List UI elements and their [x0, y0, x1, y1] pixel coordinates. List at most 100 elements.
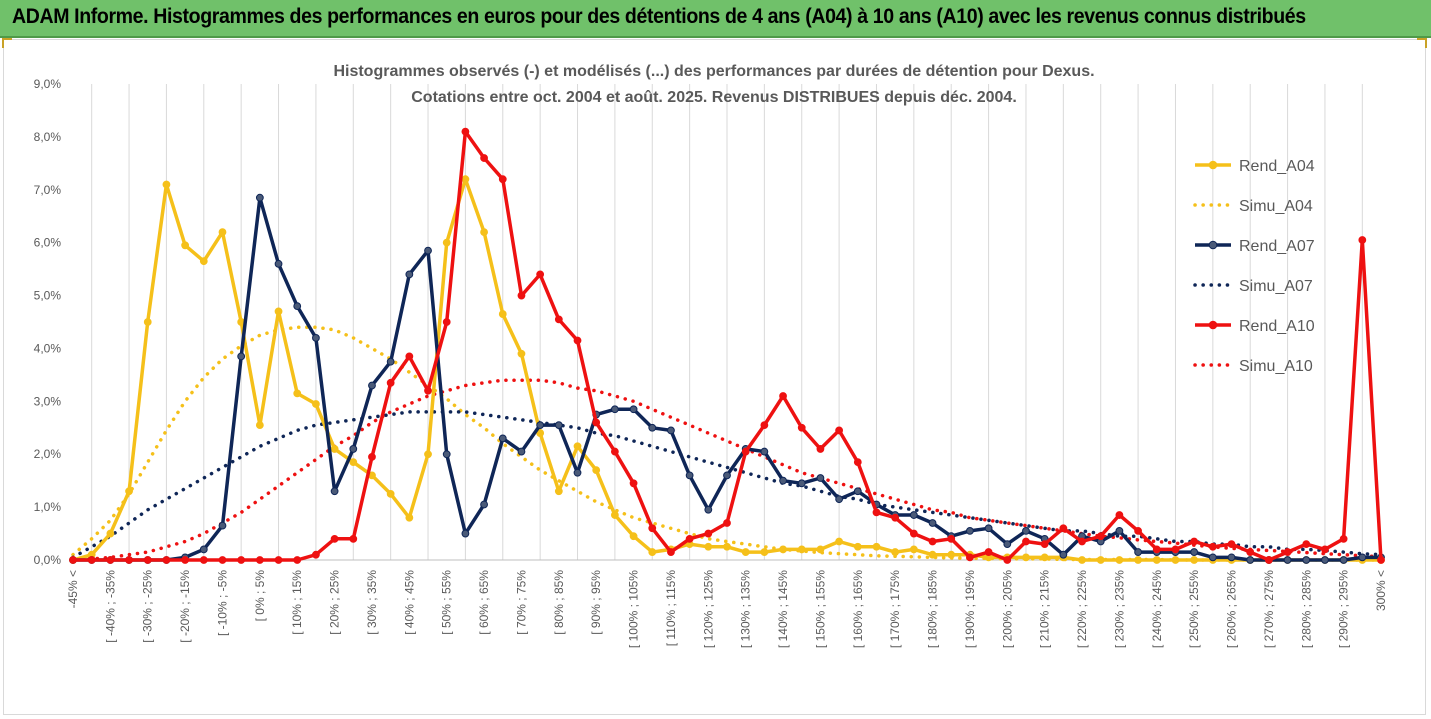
y-tick-label: 6,0%: [34, 236, 62, 250]
data-point: [685, 534, 694, 543]
data-point: [966, 553, 974, 562]
data-point: [891, 513, 900, 522]
data-point: [648, 548, 657, 556]
data-point: [349, 445, 358, 453]
x-tick-label: [ 230% ; 235%: [1112, 570, 1126, 648]
data-point: [181, 241, 190, 250]
y-axis: 0,0% 1,0% 2,0% 3,0% 4,0% 5,0% 6,0% 7,0% 8,0% 9,0%: [34, 77, 62, 567]
x-tick-label: [ 250% ; 255%: [1187, 570, 1201, 648]
data-point: [312, 400, 320, 408]
x-tick-label: [ 70% ; 75%: [514, 570, 528, 635]
data-point: [760, 447, 769, 456]
x-tick-label: [ 10% ; 15%: [290, 570, 304, 635]
data-point: [1339, 534, 1348, 543]
data-point: [1246, 556, 1255, 564]
data-point: [741, 548, 750, 556]
data-point: [405, 270, 414, 279]
legend-item-simu_a07: Simu_A07: [1193, 278, 1313, 295]
x-tick-label: [ 130% ; 135%: [739, 570, 753, 648]
data-point: [1152, 556, 1161, 564]
data-point: [255, 421, 264, 430]
chart-title: Histogrammes observés (-) et modélisés (…: [333, 63, 1094, 106]
data-point: [909, 545, 918, 554]
data-point: [1096, 556, 1105, 564]
data-point: [125, 487, 133, 496]
data-point: [610, 447, 619, 456]
x-tick-label: [ 260% ; 265%: [1225, 570, 1239, 648]
data-point: [629, 405, 638, 414]
x-tick-label: [ -40% ; -35%: [103, 570, 117, 643]
data-point: [1377, 556, 1385, 564]
data-point: [704, 529, 713, 538]
data-point: [1321, 545, 1329, 554]
data-point: [293, 389, 302, 398]
x-tick-label: 300% <: [1374, 570, 1388, 611]
data-point: [928, 537, 937, 546]
data-point: [69, 556, 77, 564]
data-point: [125, 556, 133, 564]
data-point: [984, 548, 993, 556]
x-tick-label: [ 190% ; 195%: [963, 570, 977, 648]
report-banner: ADAM Informe. Histogrammes des performan…: [0, 0, 1431, 38]
data-point: [1022, 553, 1030, 562]
data-point: [1078, 556, 1086, 564]
data-point: [872, 542, 881, 551]
data-point: [498, 175, 507, 184]
x-tick-label: [ 140% ; 145%: [776, 570, 790, 648]
x-tick-label: [ 90% ; 95%: [589, 570, 603, 635]
legend-item-rend_a04: Rend_A04: [1195, 158, 1315, 175]
data-point: [368, 381, 376, 390]
data-point: [480, 154, 488, 162]
x-tick-label: [ 280% ; 285%: [1299, 570, 1313, 648]
data-point: [723, 542, 731, 551]
y-tick-label: 5,0%: [34, 289, 62, 303]
legend-label: Simu_A10: [1239, 358, 1313, 375]
x-tick-label: [ 220% ; 225%: [1075, 570, 1089, 648]
data-point: [723, 519, 731, 527]
data-point: [1302, 556, 1311, 564]
data-point: [1283, 548, 1292, 556]
data-point: [928, 550, 937, 559]
data-point: [1078, 537, 1086, 546]
data-point: [274, 259, 283, 268]
data-point: [629, 532, 638, 541]
data-point: [386, 357, 395, 366]
chart-title-line: Cotations entre oct. 2004 et août. 2025.…: [411, 89, 1017, 106]
data-point: [573, 442, 582, 451]
grid-lines: [73, 84, 1385, 561]
data-point: [274, 307, 283, 316]
data-point: [648, 423, 657, 432]
data-point: [1339, 556, 1348, 564]
data-point: [779, 545, 787, 554]
data-point: [909, 511, 918, 519]
report-title: ADAM Informe. Histogrammes des performan…: [12, 5, 1306, 28]
data-point: [1115, 527, 1124, 535]
x-tick-label: [ 240% ; 245%: [1150, 570, 1164, 648]
data-point: [704, 505, 713, 514]
data-point: [1134, 527, 1142, 535]
data-point: [816, 474, 825, 482]
data-point: [386, 489, 395, 498]
x-tick-label: [ 20% ; 25%: [328, 570, 342, 635]
data-point: [1302, 540, 1311, 549]
data-point: [648, 524, 657, 533]
data-point: [1152, 545, 1161, 554]
data-point: [797, 423, 806, 432]
series-line-simu_a07: [71, 410, 1383, 560]
data-point: [592, 418, 601, 427]
data-point: [517, 447, 526, 456]
y-tick-label: 2,0%: [34, 447, 62, 461]
data-point: [835, 426, 844, 435]
data-point: [480, 500, 488, 509]
data-point: [984, 524, 993, 533]
x-tick-label: [ -20% ; -15%: [178, 570, 192, 643]
histogram-chart: Histogrammes observés (-) et modélisés (…: [34, 63, 1388, 648]
data-point: [1059, 550, 1068, 559]
legend-label: Rend_A10: [1239, 318, 1315, 335]
legend-item-rend_a07: Rend_A07: [1195, 238, 1315, 255]
data-point: [573, 468, 582, 477]
data-point: [947, 534, 956, 543]
legend-item-rend_a10: Rend_A10: [1195, 318, 1315, 335]
legend-marker: [1208, 240, 1218, 250]
data-point: [480, 228, 488, 236]
